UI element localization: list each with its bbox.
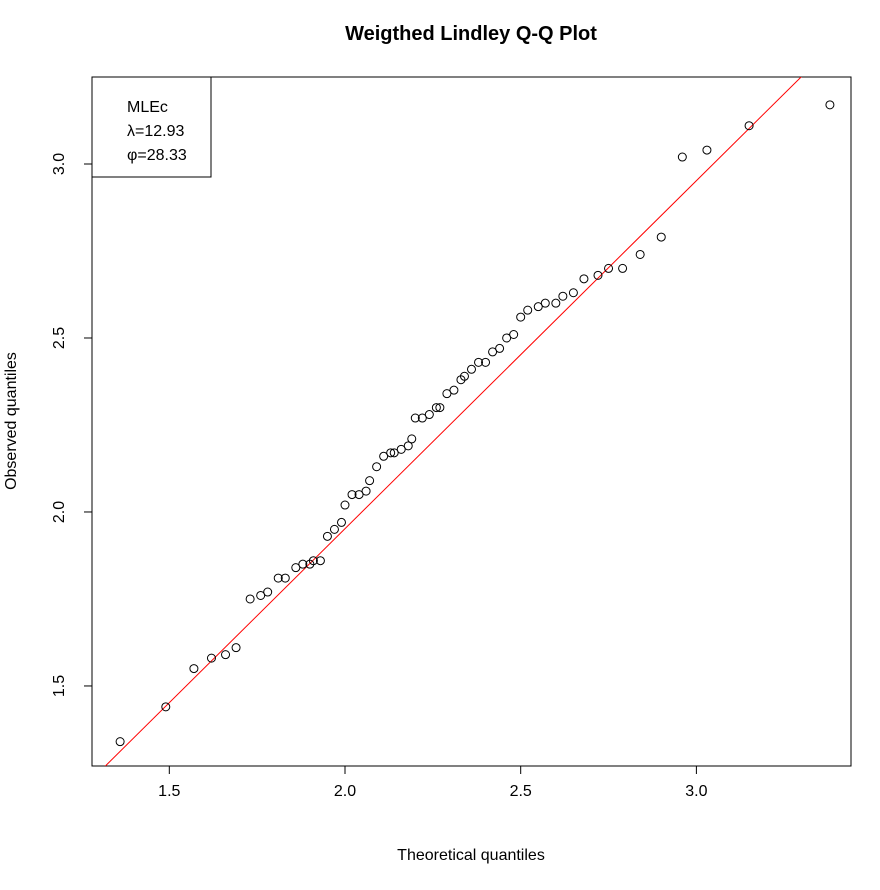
data-point xyxy=(396,444,406,454)
data-point xyxy=(273,573,283,583)
data-point xyxy=(568,288,578,298)
x-tick-label: 2.0 xyxy=(334,783,356,800)
data-point xyxy=(558,291,568,301)
data-point xyxy=(407,434,417,444)
x-tick-label: 3.0 xyxy=(685,783,707,800)
legend: MLEc λ=12.93 φ=28.33 xyxy=(91,76,212,178)
data-point xyxy=(365,476,375,486)
data-point xyxy=(354,490,364,500)
legend-box xyxy=(91,76,212,178)
data-point xyxy=(231,643,241,653)
data-point xyxy=(424,410,434,420)
data-point xyxy=(516,312,526,322)
y-tick-label: 2.5 xyxy=(51,327,68,349)
x-tick-label: 1.5 xyxy=(158,783,180,800)
data-point xyxy=(488,347,498,357)
data-point xyxy=(677,152,687,162)
y-axis-label: Observed quantiles xyxy=(3,352,20,490)
data-point xyxy=(533,302,543,312)
data-point xyxy=(467,364,476,374)
data-point xyxy=(386,448,396,458)
y-tick-label: 1.5 xyxy=(51,675,68,697)
data-point xyxy=(161,702,171,712)
data-point xyxy=(744,121,754,131)
data-point xyxy=(618,263,628,273)
y-axis-ticks: 1.5 2.0 2.5 3.0 xyxy=(51,153,92,697)
data-point xyxy=(372,462,382,472)
data-point xyxy=(656,232,666,242)
data-point xyxy=(291,563,301,573)
legend-line-phi: φ=28.33 xyxy=(127,147,187,164)
data-point xyxy=(495,343,505,353)
x-tick-label: 2.5 xyxy=(510,783,532,800)
data-points xyxy=(115,100,835,747)
data-point xyxy=(523,305,533,315)
data-point xyxy=(379,451,389,461)
data-point xyxy=(336,517,346,527)
x-axis-label: Theoretical quantiles xyxy=(397,847,545,864)
data-point xyxy=(509,330,519,340)
data-point xyxy=(115,737,125,747)
data-point xyxy=(256,590,266,600)
data-point xyxy=(389,448,399,458)
data-point xyxy=(635,249,645,259)
legend-line-lambda: λ=12.93 xyxy=(127,123,184,140)
data-point xyxy=(825,100,835,110)
data-point xyxy=(322,531,332,541)
data-point xyxy=(540,298,550,308)
data-point xyxy=(329,524,339,534)
data-point xyxy=(189,664,199,674)
data-point xyxy=(410,413,420,423)
data-point xyxy=(481,357,491,367)
data-point xyxy=(403,441,413,451)
data-point xyxy=(579,274,589,284)
data-point xyxy=(442,389,452,399)
reference-line xyxy=(104,77,802,766)
data-point xyxy=(551,298,561,308)
data-point xyxy=(245,594,255,604)
data-point xyxy=(502,333,512,343)
y-tick-label: 3.0 xyxy=(51,153,68,175)
data-point xyxy=(206,653,216,663)
data-point xyxy=(702,145,712,155)
data-point xyxy=(431,403,441,413)
data-point xyxy=(459,371,469,381)
data-point xyxy=(280,573,290,583)
data-point xyxy=(604,263,614,273)
data-point xyxy=(221,650,231,660)
data-point xyxy=(340,500,350,510)
data-point xyxy=(347,490,357,500)
data-point xyxy=(449,385,459,395)
data-point xyxy=(435,403,445,413)
data-point xyxy=(308,556,318,566)
data-point xyxy=(474,357,484,367)
x-axis-ticks: 1.5 2.0 2.5 3.0 xyxy=(158,766,708,800)
data-point xyxy=(417,413,427,423)
data-point xyxy=(593,270,603,280)
chart-title: Weigthed Lindley Q-Q Plot xyxy=(345,23,597,45)
data-point xyxy=(361,486,371,496)
data-point xyxy=(315,556,325,566)
data-point xyxy=(298,559,308,569)
y-tick-label: 2.0 xyxy=(51,501,68,523)
legend-line-method: MLEc xyxy=(127,99,168,116)
data-point xyxy=(263,587,273,597)
plot-area-border xyxy=(91,76,852,767)
